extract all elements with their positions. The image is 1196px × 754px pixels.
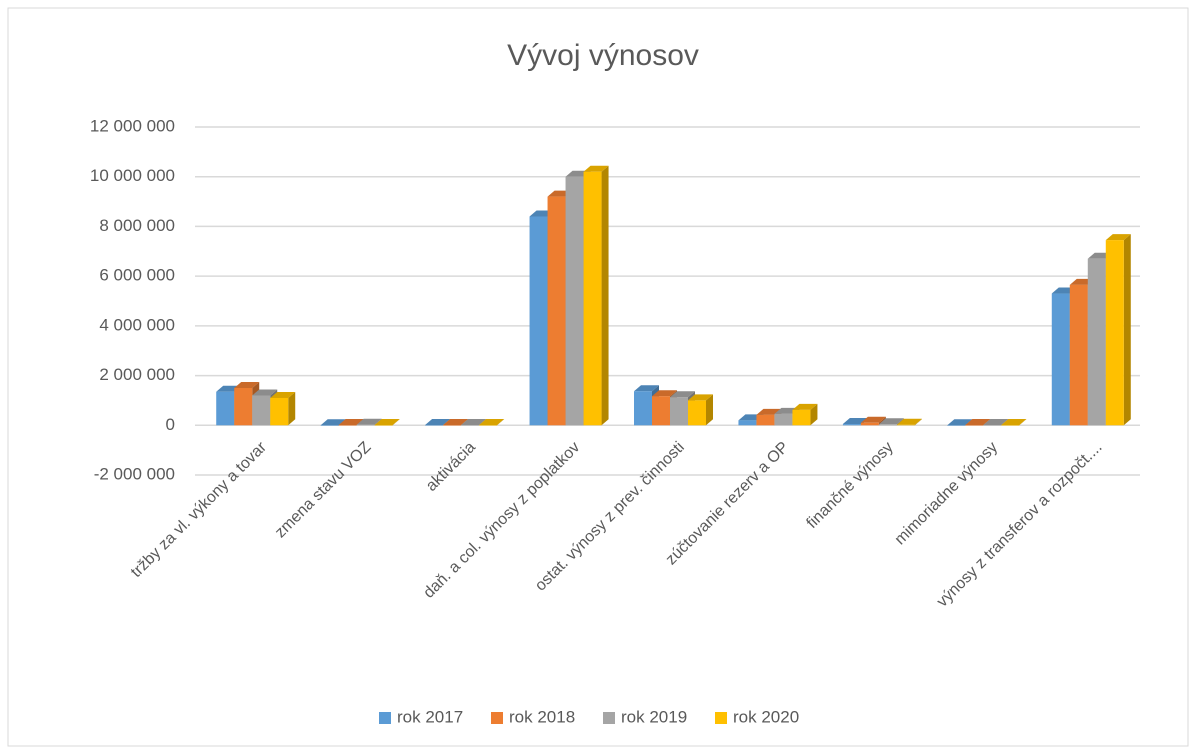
bar-top: [338, 419, 364, 426]
bar-top: [670, 391, 695, 398]
y-tick-label: 12 000 000: [90, 116, 175, 135]
bar-top: [479, 419, 505, 426]
bar-side: [1019, 419, 1027, 426]
bar: [479, 425, 498, 426]
bar-top: [356, 418, 382, 425]
bar-top: [374, 419, 400, 426]
bar: [965, 425, 984, 426]
bar: [270, 397, 289, 426]
bar: [443, 425, 462, 426]
bar: [1001, 425, 1020, 426]
bar-side: [497, 419, 505, 426]
bar-side: [1123, 234, 1131, 426]
bar: [252, 395, 271, 426]
bar-top: [965, 419, 991, 426]
bar-top: [425, 419, 451, 426]
bar-top: [270, 391, 296, 398]
y-tick-label: 6 000 000: [99, 266, 175, 285]
y-tick-label: 2 000 000: [99, 365, 175, 384]
bar: [738, 420, 757, 426]
bar-top: [634, 385, 659, 392]
bar: [860, 422, 879, 426]
bar: [1069, 284, 1088, 426]
bar: [461, 425, 480, 426]
bar: [374, 425, 393, 426]
bar-top: [320, 419, 346, 426]
bar-top: [652, 390, 677, 397]
legend-label: rok 2019: [621, 707, 687, 726]
bar: [216, 391, 235, 426]
y-tick-label: -2 000 000: [94, 464, 175, 483]
bar: [320, 425, 339, 426]
legend-swatch: [491, 712, 503, 724]
bar: [983, 425, 1002, 426]
bar: [565, 176, 584, 426]
bar-top: [234, 382, 260, 388]
bar-side: [601, 165, 609, 426]
bar-top: [461, 419, 487, 426]
bar: [338, 425, 357, 426]
bar: [896, 424, 915, 426]
bar: [792, 409, 811, 426]
bar-side: [392, 419, 400, 426]
y-tick-label: 10 000 000: [90, 166, 175, 185]
bar-top: [252, 389, 278, 396]
bar: [1087, 258, 1106, 426]
bar: [234, 388, 253, 426]
bar: [688, 400, 706, 426]
bar: [774, 413, 793, 426]
bar: [356, 424, 375, 426]
bar: [947, 425, 966, 426]
bar: [878, 424, 897, 426]
y-tick-label: 4 000 000: [99, 315, 175, 334]
legend-label: rok 2018: [509, 707, 575, 726]
bar-top: [896, 418, 922, 425]
bar-top: [983, 419, 1009, 426]
bar-top: [947, 419, 973, 426]
bar: [547, 196, 566, 426]
legend-swatch: [603, 712, 615, 724]
bar-top: [860, 416, 886, 423]
bar: [634, 391, 652, 426]
bar-top: [878, 418, 904, 425]
bar-side: [914, 418, 922, 426]
bar: [1051, 293, 1070, 426]
bar: [425, 425, 444, 426]
bar-top: [443, 419, 469, 426]
bar: [652, 396, 670, 426]
y-tick-label: 8 000 000: [99, 216, 175, 235]
bar-side: [810, 403, 818, 426]
chart-title: Vývoj výnosov: [507, 39, 699, 72]
legend-swatch: [379, 712, 391, 724]
bar-top: [1001, 419, 1027, 426]
bar-top: [792, 403, 818, 410]
bar-side: [288, 391, 296, 426]
bar: [529, 216, 548, 426]
bar: [670, 397, 688, 426]
bar: [583, 171, 602, 426]
legend-label: rok 2020: [733, 707, 799, 726]
y-tick-label: 0: [166, 415, 175, 434]
bar: [842, 424, 861, 426]
legend-label: rok 2017: [397, 707, 463, 726]
bar: [1105, 240, 1124, 426]
bar-top: [583, 165, 609, 172]
bar-top: [688, 394, 713, 401]
legend-swatch: [715, 712, 727, 724]
bar-top: [1105, 234, 1131, 241]
bar-side: [706, 394, 713, 426]
bar: [756, 414, 775, 426]
